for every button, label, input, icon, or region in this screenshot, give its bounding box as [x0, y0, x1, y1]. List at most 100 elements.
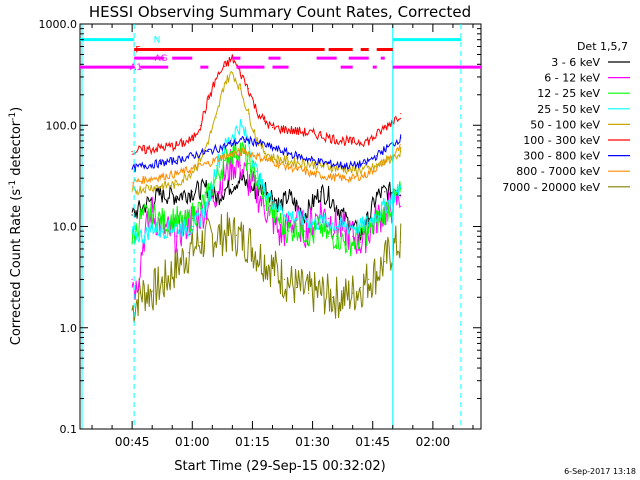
data-point	[328, 221, 330, 223]
y-axis-label-suffix: )	[9, 107, 24, 112]
data-point	[215, 177, 217, 179]
data-point	[271, 200, 274, 202]
data-point	[143, 179, 145, 181]
data-point	[344, 177, 346, 179]
data-point	[159, 176, 161, 178]
data-point	[368, 168, 370, 170]
data-point	[159, 185, 161, 187]
data-point	[320, 221, 322, 223]
y-axis-label-sup1: -1	[8, 180, 18, 189]
data-point	[191, 191, 193, 193]
x-tick-label: 01:00	[175, 435, 210, 449]
data-point	[368, 278, 370, 280]
data-point	[183, 228, 185, 230]
data-point	[320, 292, 322, 294]
data-point	[175, 145, 177, 147]
data-point	[139, 292, 141, 294]
y-tick-label: 1.0	[60, 322, 78, 335]
data-point	[368, 140, 370, 142]
data-point	[159, 147, 161, 149]
data-point	[243, 150, 245, 153]
data-point	[247, 241, 249, 243]
data-point	[360, 225, 362, 228]
data-point	[175, 217, 177, 220]
data-point	[219, 147, 221, 149]
data-point	[368, 221, 370, 223]
series-line	[131, 70, 402, 196]
data-point	[295, 155, 298, 157]
data-point	[384, 160, 386, 162]
data-point	[223, 233, 225, 235]
data-point	[139, 217, 141, 220]
data-point	[400, 150, 402, 153]
footer-date: 6-Sep-2017 13:18	[564, 467, 636, 476]
data-point	[255, 155, 257, 157]
y-axis-label-sup2: -1	[8, 112, 18, 121]
data-point	[344, 230, 346, 232]
data-point	[279, 163, 282, 166]
data-point	[255, 191, 257, 193]
data-point	[384, 148, 386, 150]
data-point	[376, 166, 378, 168]
data-point	[304, 217, 306, 220]
data-point	[287, 230, 290, 232]
data-point	[352, 241, 354, 243]
data-point	[159, 230, 161, 232]
data-point	[247, 113, 249, 115]
series-line	[131, 144, 402, 187]
x-tick-label: 02:00	[416, 435, 451, 449]
data-point	[364, 162, 366, 164]
data-point	[131, 191, 133, 193]
data-point	[344, 241, 346, 243]
data-point	[376, 272, 378, 274]
data-point	[239, 147, 241, 149]
data-point	[255, 170, 257, 172]
y-axis-label-mid: detector	[9, 120, 24, 180]
data-point	[271, 211, 274, 213]
y-axis-label-prefix: Corrected Count Rate (s	[9, 189, 24, 346]
data-point	[328, 235, 330, 237]
data-point	[360, 241, 362, 243]
data-point	[360, 286, 362, 289]
data-point	[259, 256, 262, 258]
data-point	[239, 88, 241, 90]
data-point	[352, 235, 354, 237]
data-point	[287, 160, 290, 162]
data-point	[360, 235, 362, 237]
data-point	[191, 170, 193, 172]
data-point	[151, 225, 153, 228]
data-point	[223, 65, 225, 68]
data-point	[215, 191, 217, 193]
data-point	[215, 197, 217, 199]
data-point	[131, 168, 133, 170]
data-point	[159, 193, 161, 195]
data-point	[135, 286, 137, 289]
legend-entry-label: 6 - 12 keV	[544, 72, 600, 85]
data-point	[312, 173, 314, 175]
data-point	[320, 211, 322, 213]
data-point	[400, 187, 402, 189]
chart-title: HESSI Observing Summary Count Rates, Cor…	[89, 3, 471, 21]
data-point	[223, 147, 225, 149]
data-point	[199, 217, 201, 220]
data-point	[279, 150, 282, 152]
data-point	[320, 134, 322, 136]
data-point	[231, 183, 233, 186]
data-point	[223, 159, 225, 161]
y-tick-label: 1000.0	[39, 18, 78, 31]
series-layer	[81, 24, 462, 429]
data-point	[287, 195, 290, 197]
legend-entry-label: 7000 - 20000 keV	[502, 181, 600, 194]
data-point	[239, 72, 241, 74]
data-point	[328, 176, 330, 178]
data-point	[231, 72, 233, 74]
series-line	[131, 134, 402, 172]
data-point	[175, 195, 177, 197]
data-point	[131, 241, 133, 243]
data-point	[368, 217, 370, 220]
data-point	[368, 230, 370, 232]
state-bar-label: N	[154, 36, 161, 46]
data-point	[400, 113, 402, 115]
data-point	[328, 162, 330, 164]
